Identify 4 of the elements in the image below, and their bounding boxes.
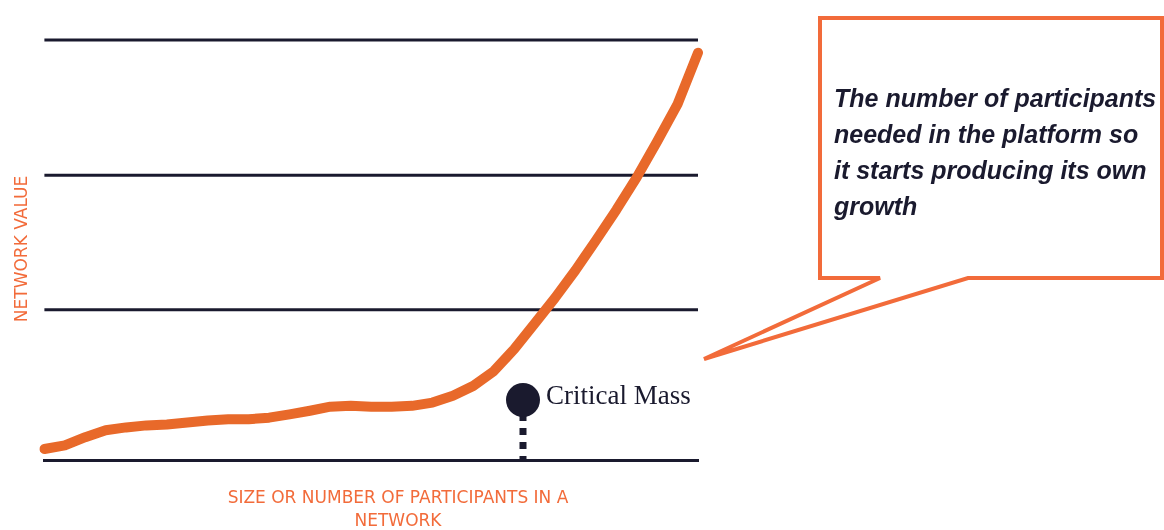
annotation: Critical Mass — [546, 380, 691, 411]
x-axis-title: SIZE OR NUMBER OF PARTICIPANTS IN A NETWORK — [226, 486, 570, 530]
text: The number of participants needed in the platform so it starts producing its own growth — [834, 83, 1158, 222]
y-axis-title: NETWORK VALUE — [10, 175, 31, 323]
